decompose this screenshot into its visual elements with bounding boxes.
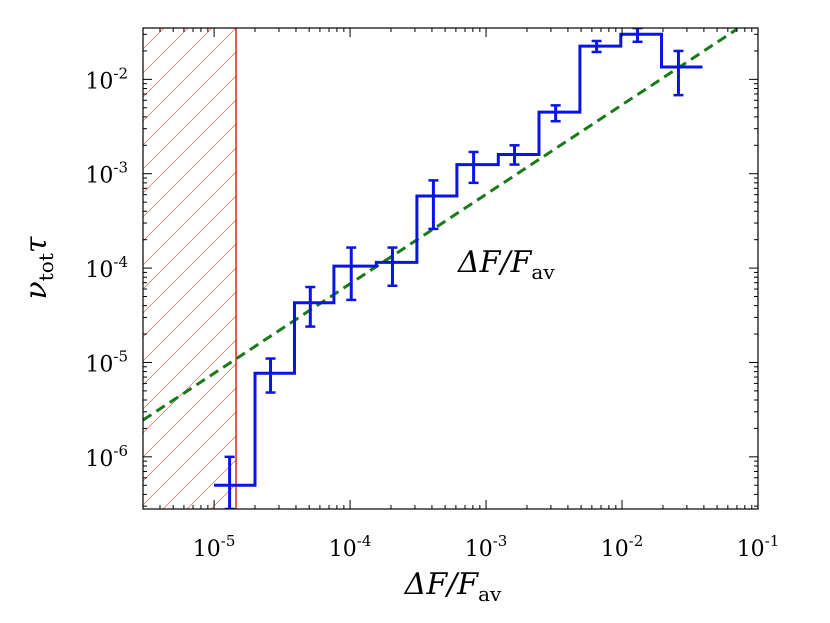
fit-line — [143, 28, 738, 422]
x-tick-label: 10-5 — [193, 532, 236, 562]
error-bar — [632, 28, 643, 44]
y-tick-label: 10-4 — [85, 253, 128, 283]
axis-ticks — [142, 28, 759, 509]
error-bars — [214, 28, 703, 509]
error-bar — [509, 144, 520, 166]
plot-area — [143, 28, 738, 509]
x-tick-label: 10-4 — [329, 532, 372, 562]
histogram-step-line — [214, 32, 703, 487]
error-bar — [428, 179, 439, 231]
error-bar — [265, 357, 276, 394]
x-tick-label: 10-2 — [601, 532, 644, 562]
y-axis-label: νtotτ — [19, 236, 58, 299]
excluded-region-hatch — [143, 28, 237, 509]
x-tick-labels: 10-5 10-4 10-3 10-2 10-1 — [193, 532, 780, 562]
x-axis-label: ΔF/Fav — [404, 567, 502, 606]
error-bar — [346, 246, 357, 302]
y-tick-label: 10-5 — [85, 347, 128, 377]
error-bar — [214, 455, 242, 509]
y-tick-labels: 10-6 10-5 10-4 10-3 10-2 — [85, 64, 128, 471]
error-bar — [550, 104, 561, 123]
plot-frame — [142, 27, 759, 510]
fit-annotation: ΔF/Fav — [457, 245, 555, 284]
error-bar — [305, 285, 316, 328]
error-bar — [468, 150, 479, 185]
error-bar — [661, 49, 703, 97]
x-tick-label: 10-1 — [737, 532, 780, 562]
error-bar — [387, 246, 398, 287]
y-tick-label: 10-2 — [85, 64, 128, 94]
y-tick-label: 10-6 — [85, 442, 128, 472]
error-bar — [591, 39, 602, 54]
y-tick-label: 10-3 — [85, 159, 128, 189]
x-tick-label: 10-3 — [465, 532, 508, 562]
